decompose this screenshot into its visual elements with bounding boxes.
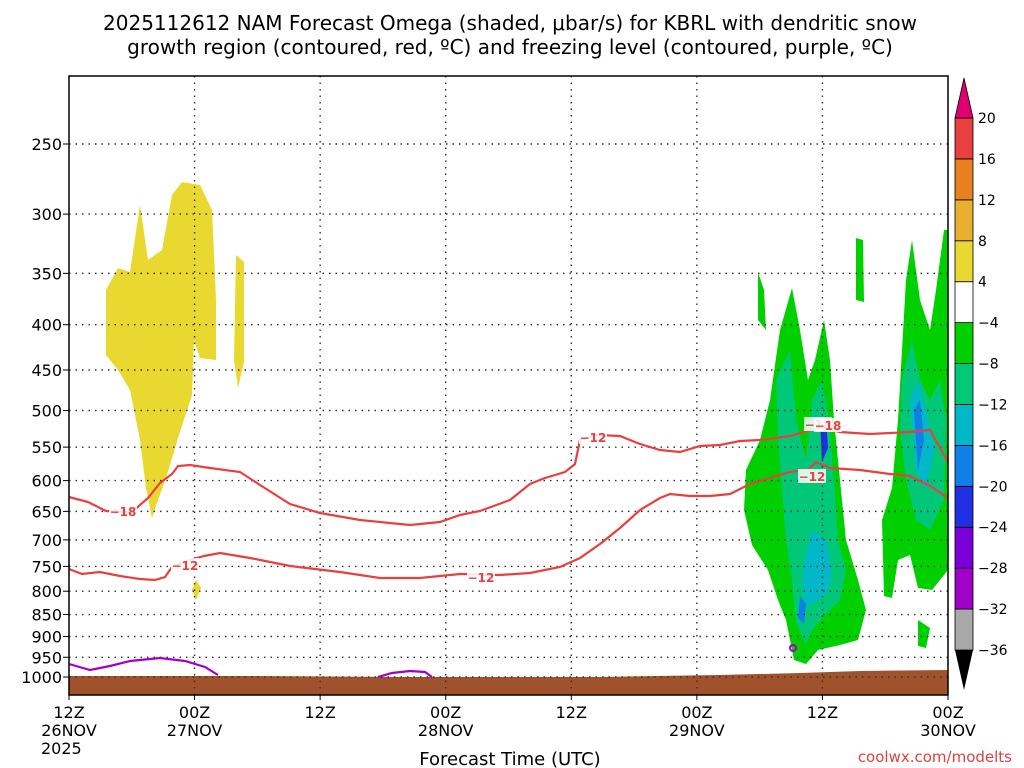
dgz-contour-lower-left — [68, 460, 949, 582]
omega-negative-region-dot — [918, 620, 930, 648]
colorbar-swatch — [954, 117, 974, 160]
y-tick-label: 800 — [31, 582, 62, 601]
colorbar-swatch — [954, 281, 974, 324]
freezing-level-contour-mid — [377, 669, 433, 679]
colorbar-swatch — [954, 567, 974, 610]
y-tick-label: 350 — [31, 264, 62, 283]
omega-negative-region-cyan — [802, 530, 832, 606]
contour-label: −18 — [815, 419, 842, 433]
colorbar-label: −28 — [978, 561, 1008, 577]
contour-labels: −18−18−12−12−12−12−18 — [109, 417, 842, 585]
omega-positive-region-small — [192, 580, 201, 600]
contour-label: −12 — [580, 431, 607, 445]
colorbar-swatch — [954, 608, 974, 651]
chart-title-line1: 2025112612 NAM Forecast Omega (shaded, μ… — [103, 11, 917, 35]
contour-label: −12 — [468, 571, 495, 585]
colorbar-swatch — [954, 404, 974, 446]
contour-label-bg — [814, 418, 842, 432]
y-tick-label: 600 — [31, 472, 62, 491]
omega-positive-region — [106, 182, 216, 518]
contour-label: −12 — [799, 470, 826, 484]
credit-text: coolwx.com/modelts — [858, 748, 1012, 766]
x-tick-label: 27NOV — [167, 721, 223, 740]
colorbar-label: −12 — [978, 397, 1008, 413]
y-tick-label: 1000 — [21, 668, 62, 687]
x-tick-label: 29NOV — [669, 721, 725, 740]
x-tick-label: 30NOV — [920, 721, 976, 740]
colorbar-swatch — [954, 199, 974, 242]
contour-label-bg — [171, 558, 199, 572]
colorbar-label: 12 — [978, 193, 996, 209]
colorbar-label: −16 — [978, 438, 1008, 454]
x-tick-label: 2025 — [41, 739, 82, 758]
y-tick-label: 850 — [31, 606, 62, 625]
x-tick-label: 12Z — [556, 703, 587, 722]
y-axis: 250 300 350 400 450 500 550 600 650 700 750 800 850 9… — [21, 135, 69, 687]
omega-negative-region-spike — [856, 238, 864, 302]
ground-surface — [69, 670, 948, 695]
colorbar: 20 16 12 8 4 −4 −8 −12 −16 −20 −24 −28 −32 −36 — [954, 77, 1008, 690]
plot-border — [68, 75, 949, 696]
y-tick-label: 250 — [31, 135, 62, 154]
omega-positive-region-thin — [234, 255, 244, 388]
colorbar-arrow-top — [954, 77, 974, 119]
y-tick-label: 550 — [31, 438, 62, 457]
colorbar-label: −24 — [978, 520, 1008, 536]
chart-title-line2: growth region (contoured, red, ºC) and f… — [127, 35, 893, 59]
colorbar-label: 16 — [978, 152, 996, 168]
colorbar-label: 4 — [978, 275, 987, 291]
y-tick-label: 700 — [31, 531, 62, 550]
contour-label: −18 — [110, 505, 137, 519]
x-tick-label: 12Z — [53, 703, 84, 722]
x-tick-label: 26NOV — [41, 721, 97, 740]
omega-negative-region-spike2 — [758, 272, 766, 330]
contour-label: −12 — [172, 559, 199, 573]
colorbar-swatch — [954, 158, 974, 201]
x-tick-label: 00Z — [430, 703, 461, 722]
y-tick-label: 300 — [31, 205, 62, 224]
dgz-contour-upper-left — [68, 425, 949, 527]
y-tick-label: 950 — [31, 648, 62, 667]
contour-label-bg — [109, 504, 137, 518]
x-tick-label: 00Z — [179, 703, 210, 722]
colorbar-swatch — [954, 485, 974, 528]
contour-label-bg — [798, 469, 826, 483]
colorbar-label: −20 — [978, 479, 1008, 495]
y-tick-label: 650 — [31, 502, 62, 521]
colorbar-swatch — [954, 363, 974, 405]
colorbar-label: 20 — [978, 111, 996, 127]
colorbar-arrow-bottom — [955, 650, 973, 690]
colorbar-label: −4 — [978, 316, 999, 332]
y-tick-label: 750 — [31, 557, 62, 576]
colorbar-label: −32 — [978, 602, 1008, 618]
x-tick-label: 12Z — [807, 703, 838, 722]
y-tick-label: 450 — [31, 361, 62, 380]
y-tick-label: 400 — [31, 316, 62, 335]
x-tick-label: 12Z — [304, 703, 335, 722]
colorbar-label: −36 — [978, 643, 1008, 659]
x-tick-label: 00Z — [681, 703, 712, 722]
omega-negative-region-right-blue — [914, 400, 924, 470]
freezing-level-contour-left — [68, 656, 219, 676]
y-tick-label: 500 — [31, 402, 62, 421]
colorbar-swatch — [954, 444, 974, 487]
plot-area: −18−18−12−12−12−12−18 — [68, 75, 949, 696]
omega-negative-region-blue — [798, 596, 806, 624]
freezing-level-contour-dot — [789, 644, 797, 652]
colorbar-label: 8 — [978, 234, 987, 250]
colorbar-swatch — [954, 240, 974, 283]
contour-label-bg — [579, 430, 607, 444]
x-axis-label: Forecast Time (UTC) — [419, 749, 600, 768]
colorbar-swatch — [954, 322, 974, 364]
x-tick-label: 00Z — [932, 703, 963, 722]
y-tick-label: 900 — [31, 627, 62, 646]
x-tick-label: 28NOV — [418, 721, 474, 740]
colorbar-label: −8 — [978, 357, 999, 373]
colorbar-swatch — [954, 526, 974, 569]
contour-label-bg — [467, 570, 495, 584]
